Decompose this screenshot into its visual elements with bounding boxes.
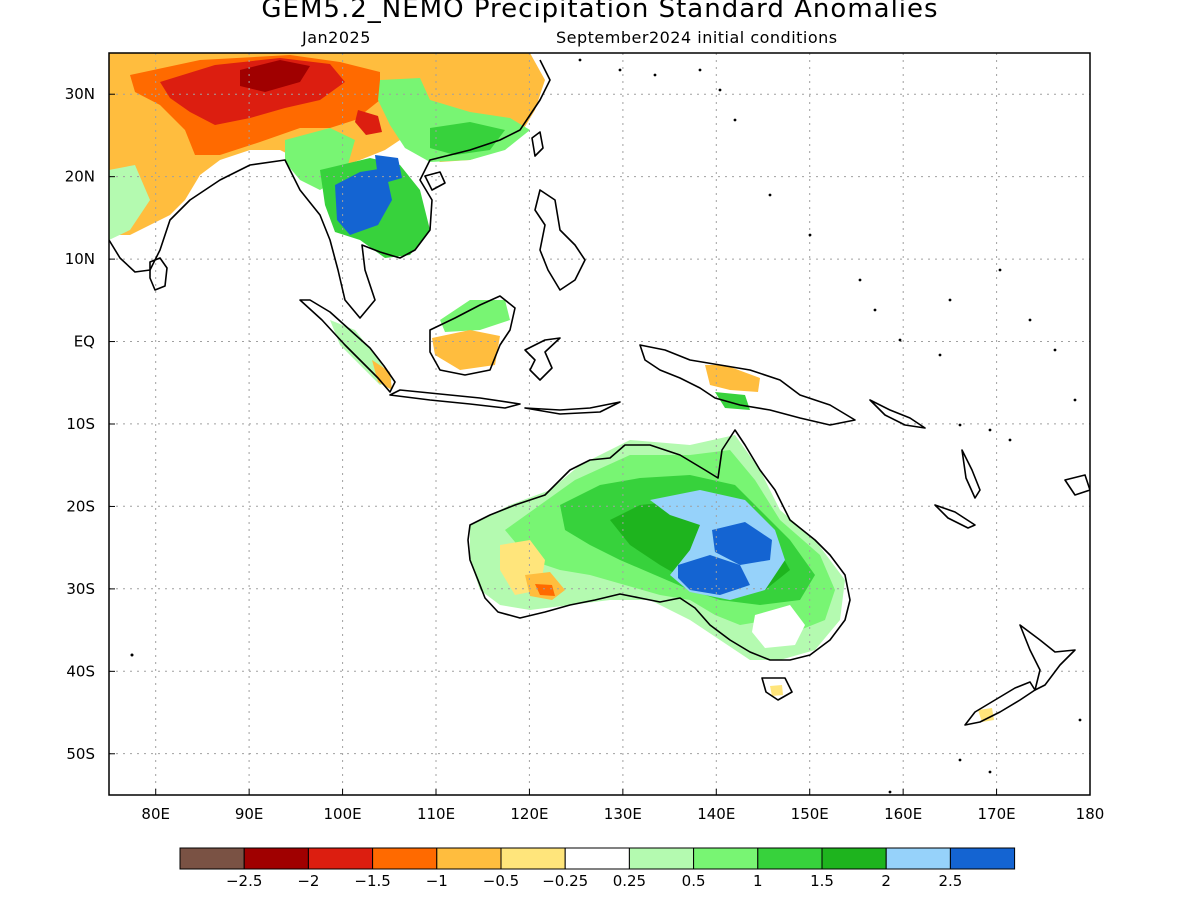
anomaly-region-new-guinea-green	[715, 392, 750, 410]
colorbar-swatch	[628, 847, 695, 870]
anomaly-region-java-dry	[372, 360, 392, 390]
map-plot-area	[109, 53, 1090, 795]
anomaly-region-new-guinea-dry	[705, 365, 760, 392]
lat-tick-label: 10N	[65, 250, 95, 268]
colorbar-swatch	[243, 847, 309, 870]
lon-tick-label: 110E	[417, 805, 455, 823]
anomaly-region-tasmania	[770, 685, 783, 696]
anomaly-region-sichuan	[355, 110, 382, 135]
colorbar-label: 2.5	[938, 872, 962, 890]
colorbar-swatch	[885, 847, 951, 870]
colorbar-swatch	[564, 847, 630, 870]
colorbar-swatch	[436, 847, 502, 870]
coastline-sri-lanka	[149, 257, 168, 291]
lat-tick-label: 30S	[66, 580, 95, 598]
coastline-taiwan	[531, 131, 544, 157]
colorbar-label: 2	[881, 872, 891, 890]
lon-tick-label: 100E	[324, 805, 362, 823]
colorbar-swatch	[757, 847, 823, 870]
initial-conditions: September2024 initial conditions	[556, 28, 838, 47]
colorbar-label: 0.5	[682, 872, 706, 890]
coastline-borneo	[429, 295, 516, 376]
coastline-sumatra	[299, 299, 396, 393]
colorbar-label: −2.5	[226, 872, 262, 890]
colorbar-swatch	[693, 847, 759, 870]
coastline-java	[389, 389, 521, 409]
coastline-new-zealand-south	[964, 681, 1036, 726]
coastline-sulawesi	[524, 337, 561, 381]
lat-tick-label: 20S	[66, 497, 95, 515]
anomaly-region-tibet-core	[240, 60, 310, 92]
coastline-new-zealand-north	[1019, 624, 1076, 691]
coastlines	[109, 59, 1090, 726]
colorbar-swatch	[500, 847, 566, 870]
colorbar-swatch	[949, 847, 1016, 870]
coastline-asia-mainland	[109, 59, 551, 319]
lat-tick-label: 20N	[65, 168, 95, 186]
anomaly-region-borneo-dry	[432, 330, 500, 370]
axis-labels: 80E 90E 100E 110E 120E 130E 140E 150E 160E 170E 18…	[65, 85, 1105, 823]
anomaly-region-indochina-blue	[335, 168, 392, 235]
colorbar-swatch	[307, 847, 374, 870]
lon-tick-label: 90E	[235, 805, 264, 823]
small-islands	[130, 58, 1082, 794]
anomaly-region-vietnam-blue	[375, 155, 402, 182]
lon-tick-label: 140E	[697, 805, 735, 823]
anomaly-region-australia-blue-center	[712, 522, 772, 565]
lat-tick-label: 30N	[65, 85, 95, 103]
coastline-new-caledonia	[934, 504, 976, 529]
coastline-vanuatu	[961, 449, 981, 499]
colorbar-label: −1	[426, 872, 448, 890]
colorbar-swatch	[821, 847, 887, 870]
colorbar-label: −2	[297, 872, 319, 890]
forecast-month: Jan2025	[302, 28, 371, 47]
coastline-new-guinea	[639, 344, 856, 426]
anomaly-region-east-china-inner	[430, 122, 505, 155]
lon-tick-label: 130E	[604, 805, 642, 823]
anomaly-region-bay-of-bengal-rim	[109, 165, 150, 240]
colorbar: −2.5 −2 −1.5 −1 −0.5 −0.25 0.25 0.5 1 1.5 2 2.5	[179, 847, 1016, 890]
lon-tick-label: 120E	[510, 805, 548, 823]
colorbar-label: −1.5	[354, 872, 390, 890]
coastline-australia	[467, 429, 851, 661]
anomaly-fields	[109, 53, 994, 722]
anomaly-region-australia-east-white	[752, 605, 805, 648]
coastline-fiji	[1064, 474, 1090, 496]
coastline-solomon-islands	[869, 399, 926, 429]
anomaly-region-australia-west-red	[535, 584, 555, 596]
lon-tick-label: 170E	[978, 805, 1016, 823]
anomaly-region-new-zealand	[978, 708, 994, 722]
coastline-hainan	[424, 171, 446, 191]
coastline-lesser-sunda	[524, 401, 621, 415]
anomaly-region-australia-blue-south	[678, 555, 750, 595]
colorbar-label: −0.5	[483, 872, 519, 890]
lat-tick-label: 50S	[66, 745, 95, 763]
colorbar-label: 1	[753, 872, 763, 890]
colorbar-label: 0.25	[613, 872, 646, 890]
anomaly-region-borneo-green	[440, 300, 510, 332]
colorbar-label: −0.25	[542, 872, 588, 890]
lat-tick-label: 10S	[66, 415, 95, 433]
lon-tick-label: 160E	[884, 805, 922, 823]
colorbar-label: 1.5	[810, 872, 834, 890]
lat-tick-label: EQ	[74, 333, 95, 351]
coastline-philippines	[534, 189, 586, 291]
colorbar-swatch	[372, 847, 438, 870]
lon-tick-label: 150E	[791, 805, 829, 823]
coastline-tasmania	[761, 677, 793, 701]
map-title: GEM5.2_NEMO Precipitation Standard Anoma…	[261, 0, 939, 24]
colorbar-swatch	[179, 847, 245, 870]
lon-tick-label: 80E	[141, 805, 170, 823]
lon-tick-label: 180	[1076, 805, 1105, 823]
lat-tick-label: 40S	[66, 662, 95, 680]
